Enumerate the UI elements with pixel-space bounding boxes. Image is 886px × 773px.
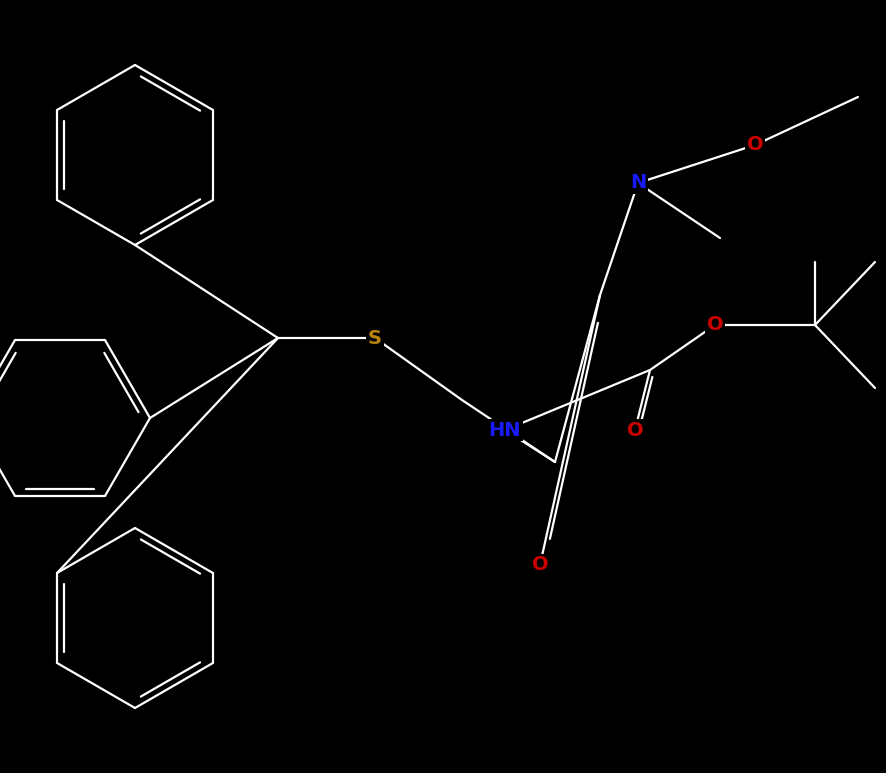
Text: O: O: [532, 556, 548, 574]
Text: O: O: [707, 315, 723, 335]
Text: O: O: [747, 135, 764, 155]
Text: S: S: [368, 329, 382, 348]
Text: HN: HN: [489, 421, 521, 440]
Text: N: N: [630, 173, 646, 192]
Text: O: O: [626, 421, 643, 440]
